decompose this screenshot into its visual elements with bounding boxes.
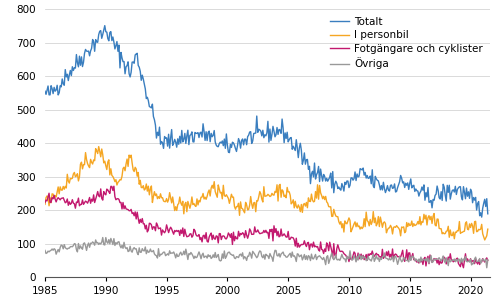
Totalt	[102, 24, 108, 27]
Fotgängare och cyklister	[306, 241, 312, 244]
Övriga	[306, 254, 312, 257]
Övriga	[152, 252, 158, 256]
Totalt	[333, 179, 339, 183]
Line: Totalt: Totalt	[45, 26, 488, 217]
Line: I personbil: I personbil	[45, 147, 488, 240]
I personbil	[96, 145, 102, 148]
Line: Fotgängare och cyklister: Fotgängare och cyklister	[45, 186, 488, 268]
Fotgängare och cyklister	[342, 253, 348, 256]
Fotgängare och cyklister	[42, 201, 48, 204]
Fotgängare och cyklister	[111, 184, 117, 188]
Fotgängare och cyklister	[86, 199, 91, 203]
I personbil	[342, 219, 348, 223]
Totalt	[306, 168, 312, 171]
I personbil	[306, 196, 312, 200]
I personbil	[152, 190, 158, 193]
Övriga	[100, 236, 106, 239]
Övriga	[428, 254, 434, 257]
I personbil	[482, 238, 488, 242]
Totalt	[42, 89, 48, 93]
Totalt	[485, 212, 491, 216]
Övriga	[342, 257, 348, 261]
I personbil	[86, 164, 91, 168]
I personbil	[42, 202, 48, 206]
Fotgängare och cyklister	[460, 266, 466, 270]
I personbil	[333, 214, 339, 218]
Övriga	[42, 249, 48, 252]
Övriga	[333, 253, 339, 257]
I personbil	[485, 227, 491, 231]
Totalt	[342, 180, 348, 184]
Line: Övriga: Övriga	[45, 237, 488, 268]
Fotgängare och cyklister	[152, 225, 158, 229]
Totalt	[152, 118, 158, 122]
Fotgängare och cyklister	[485, 258, 491, 262]
Övriga	[86, 241, 91, 245]
Övriga	[484, 266, 490, 270]
Legend: Totalt, I personbil, Fotgängare och cyklister, Övriga: Totalt, I personbil, Fotgängare och cykl…	[328, 14, 485, 71]
Totalt	[478, 215, 484, 219]
Fotgängare och cyklister	[428, 257, 434, 261]
I personbil	[428, 215, 434, 218]
Övriga	[485, 258, 491, 262]
Totalt	[428, 199, 434, 202]
Fotgängare och cyklister	[333, 254, 339, 258]
Totalt	[86, 49, 91, 53]
